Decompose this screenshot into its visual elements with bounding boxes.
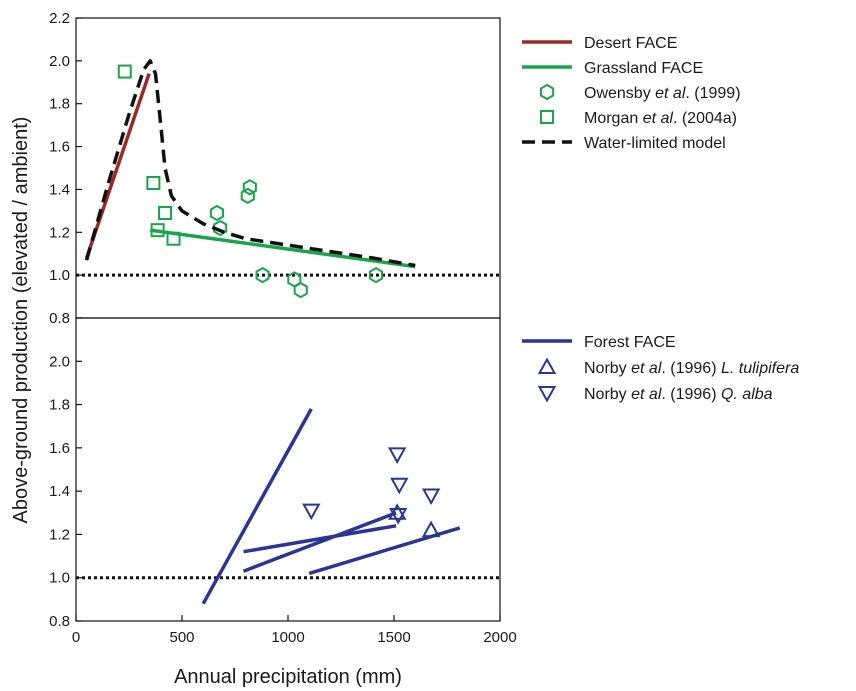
legend-entry-top-2: Owensby et al. (1999) bbox=[539, 83, 741, 102]
data-point-square-1 bbox=[146, 176, 161, 190]
series-line-bottom-0-0 bbox=[201, 408, 313, 605]
y-tick-label-top: 2.0 bbox=[49, 53, 70, 70]
legend-entry-bottom-1: Norby et al. (1996) L. tulipifera bbox=[537, 357, 799, 377]
data-point-hexagon-7 bbox=[368, 266, 383, 284]
y-tick-label-bottom: 0.8 bbox=[49, 613, 70, 630]
legend-label: Desert FACE bbox=[584, 35, 677, 52]
legend-swatch-triangle-up bbox=[537, 357, 557, 374]
x-tick-label: 1000 bbox=[271, 629, 304, 646]
x-tick-label: 1500 bbox=[377, 629, 410, 646]
data-point-hexagon-0 bbox=[209, 204, 224, 222]
legend-label: Morgan et al. (2004a) bbox=[584, 110, 737, 127]
legend-entry-bottom-2: Norby et al. (1996) Q. alba bbox=[537, 386, 773, 403]
legend-label: Grassland FACE bbox=[584, 60, 703, 77]
legend-entry-top-4: Water-limited model bbox=[522, 135, 726, 152]
y-tick-label-top: 0.8 bbox=[49, 310, 70, 327]
series-line-bottom-0-1 bbox=[243, 524, 397, 554]
legend-entry-top-1: Grassland FACE bbox=[522, 60, 703, 77]
panel-top: 0.8 1.0 1.2 1.4 1.6 1.8 2.0 2.2 bbox=[49, 10, 501, 327]
series-line-top-1-0 bbox=[149, 228, 416, 269]
y-tick-label-bottom: 1.8 bbox=[49, 397, 70, 414]
y-tick-label-top: 1.4 bbox=[49, 181, 70, 198]
y-tick-label-bottom: 1.2 bbox=[49, 526, 70, 543]
y-tick-label-bottom: 1.0 bbox=[49, 570, 70, 587]
data-point-hexagon-1 bbox=[213, 219, 228, 237]
y-tick-label-top: 1.2 bbox=[49, 224, 70, 241]
legend-label: Water-limited model bbox=[584, 135, 726, 152]
legend-swatch-square bbox=[540, 110, 554, 124]
legend-entry-top-0: Desert FACE bbox=[522, 35, 677, 52]
data-point-triangle-down-2 bbox=[390, 477, 409, 495]
series-line-top-0-0 bbox=[84, 73, 151, 259]
y-axis-title: Above-ground production (elevated / ambi… bbox=[10, 117, 32, 524]
x-axis-title: Annual precipitation (mm) bbox=[174, 666, 402, 688]
legend-swatch-triangle-down bbox=[537, 386, 557, 403]
y-tick-label-top: 1.8 bbox=[49, 96, 70, 113]
legend-label: Norby et al. (1996) L. tulipifera bbox=[584, 360, 799, 377]
data-point-triangle-down-4 bbox=[421, 488, 441, 506]
y-tick-label-top: 2.2 bbox=[49, 10, 70, 27]
x-tick-label: 2000 bbox=[483, 629, 516, 646]
legend-entry-top-3: Morgan et al. (2004a) bbox=[540, 110, 737, 127]
series-line-top-4-0 bbox=[84, 59, 416, 268]
series-line-bottom-0-2 bbox=[242, 511, 397, 573]
data-point-triangle-down-3 bbox=[389, 508, 408, 525]
data-point-hexagon-3 bbox=[242, 179, 257, 196]
plot-frame-bottom bbox=[75, 317, 501, 622]
data-point-square-4 bbox=[166, 231, 181, 246]
legend-entry-bottom-0: Forest FACE bbox=[522, 334, 676, 351]
data-point-triangle-down-1 bbox=[388, 447, 407, 464]
legend-top: Desert FACE Grassland FACE Owensby et al. … bbox=[522, 35, 741, 152]
legend-swatch-hexagon bbox=[539, 83, 555, 101]
data-point-hexagon-4 bbox=[255, 266, 270, 284]
panel-bottom: 0.8 1.0 1.2 1.4 1.6 1.8 2.0 bbox=[49, 317, 501, 630]
plot-frame-top bbox=[75, 17, 501, 319]
y-tick-label-bottom: 1.6 bbox=[49, 440, 70, 457]
data-point-triangle-down-0 bbox=[302, 503, 321, 521]
x-tick-label: 500 bbox=[169, 629, 194, 646]
x-axis-ticks: 0 500 1000 1500 2000 bbox=[72, 615, 517, 646]
legend-bottom: Forest FACE Norby et al. (1996) L. tulipi… bbox=[522, 334, 799, 403]
legend-label: Norby et al. (1996) Q. alba bbox=[584, 386, 773, 403]
data-point-triangle-up-1 bbox=[421, 520, 441, 538]
data-point-square-0 bbox=[117, 64, 132, 79]
legend-label: Forest FACE bbox=[584, 334, 676, 351]
y-tick-label-top: 1.6 bbox=[49, 139, 70, 156]
data-point-square-2 bbox=[150, 223, 165, 238]
x-tick-label: 0 bbox=[72, 629, 80, 646]
y-tick-label-bottom: 1.4 bbox=[49, 483, 70, 500]
data-point-square-3 bbox=[158, 206, 173, 220]
data-point-hexagon-6 bbox=[293, 281, 308, 299]
y-tick-label-top: 1.0 bbox=[49, 267, 70, 284]
y-tick-label-bottom: 2.0 bbox=[49, 353, 70, 370]
legend-label: Owensby et al. (1999) bbox=[584, 85, 741, 102]
